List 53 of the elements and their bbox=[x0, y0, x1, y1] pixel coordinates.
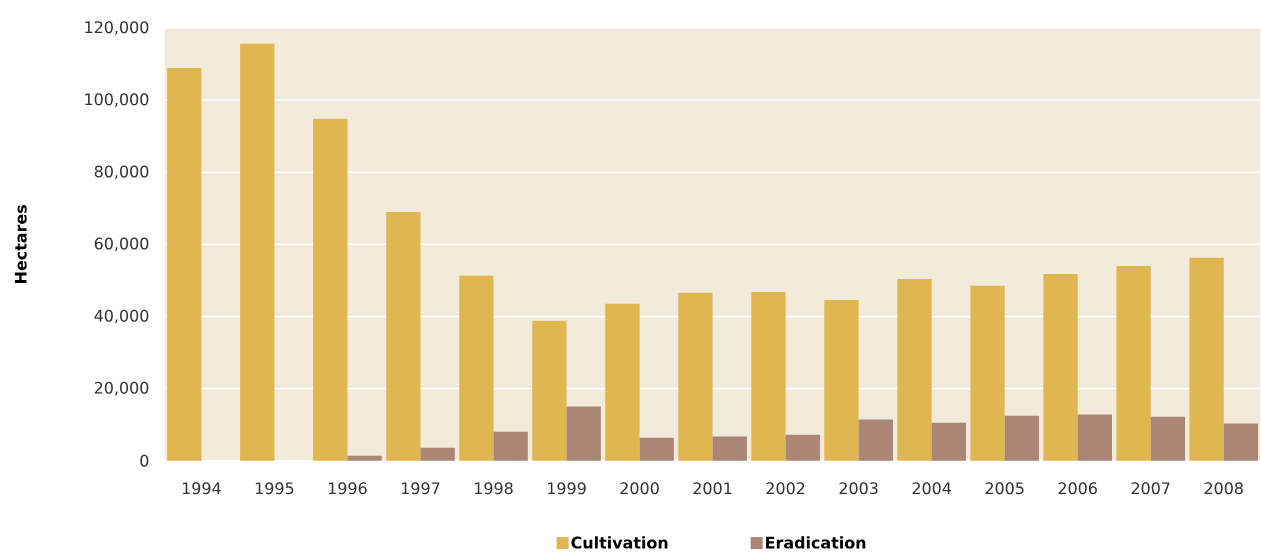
bar bbox=[858, 419, 893, 461]
bar bbox=[493, 432, 528, 461]
bar bbox=[566, 406, 601, 461]
bar bbox=[420, 447, 455, 461]
bar bbox=[1043, 274, 1078, 461]
x-tick-label: 1995 bbox=[255, 482, 294, 495]
x-tick-label: 2007 bbox=[1131, 482, 1170, 495]
bar bbox=[459, 275, 494, 461]
y-tick-label: 20,000 bbox=[94, 381, 149, 396]
bar bbox=[897, 279, 932, 461]
bar bbox=[1150, 416, 1186, 461]
x-tick-label: 1999 bbox=[548, 482, 586, 495]
bar bbox=[313, 119, 348, 461]
y-tick-label: 40,000 bbox=[94, 309, 149, 324]
x-tick-label: 2005 bbox=[985, 482, 1024, 495]
x-tick-label: 2004 bbox=[912, 482, 952, 495]
bar bbox=[1077, 414, 1113, 461]
bar bbox=[1189, 257, 1224, 461]
bar bbox=[605, 304, 640, 461]
bar bbox=[1223, 423, 1259, 461]
legend-label: Eradication bbox=[766, 536, 866, 549]
bar bbox=[240, 44, 275, 461]
bar bbox=[347, 455, 382, 461]
x-tick-label: 1997 bbox=[401, 482, 440, 495]
bar bbox=[678, 292, 713, 461]
y-tick-label: 60,000 bbox=[94, 237, 149, 252]
bar bbox=[824, 300, 859, 461]
bar bbox=[167, 68, 202, 461]
bar bbox=[386, 212, 421, 461]
x-tick-label: 1996 bbox=[328, 482, 367, 495]
bar bbox=[931, 423, 966, 461]
bar bbox=[532, 320, 567, 461]
bar bbox=[1116, 266, 1151, 461]
x-tick-label: 2003 bbox=[839, 482, 878, 495]
x-tick-label: 2002 bbox=[766, 482, 805, 495]
bar bbox=[751, 292, 786, 461]
bar bbox=[785, 434, 820, 461]
legend-label: Cultivation bbox=[571, 536, 668, 549]
x-tick-label: 2000 bbox=[620, 482, 659, 495]
x-tick-label: 2008 bbox=[1204, 482, 1243, 495]
x-tick-label: 2001 bbox=[693, 482, 732, 495]
y-tick-label: 100,000 bbox=[85, 93, 149, 108]
bar bbox=[712, 436, 747, 461]
x-tick-label: 2006 bbox=[1058, 482, 1097, 495]
y-tick-label: 80,000 bbox=[94, 165, 149, 180]
bar bbox=[1004, 415, 1039, 461]
y-tick-label: 120,000 bbox=[85, 21, 149, 35]
y-tick-label: 0 bbox=[140, 454, 149, 467]
x-tick-label: 1994 bbox=[182, 482, 221, 495]
bar bbox=[639, 437, 674, 461]
bar bbox=[970, 285, 1005, 461]
y-axis-title: Hectares bbox=[14, 205, 27, 284]
x-tick-label: 1998 bbox=[474, 482, 513, 495]
